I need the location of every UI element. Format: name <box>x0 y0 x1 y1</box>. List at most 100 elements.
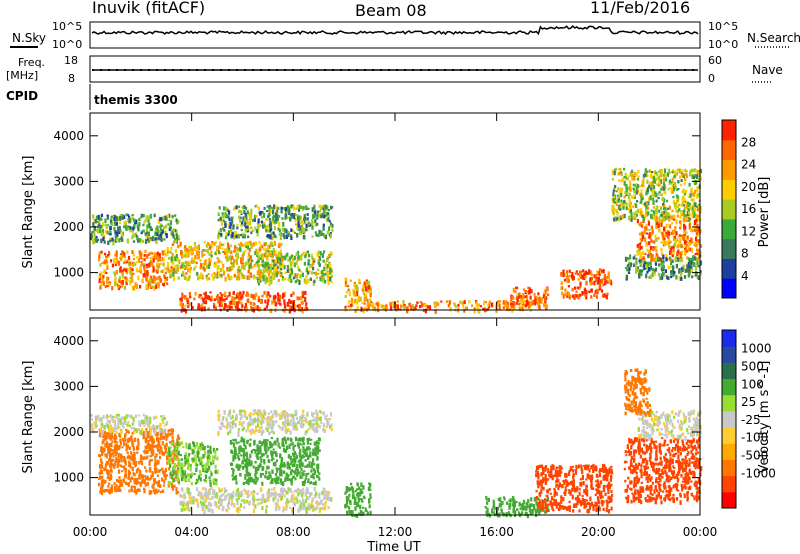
nsearch-tick-bottom: 10^0 <box>708 38 738 51</box>
power-cell <box>156 268 159 272</box>
velocity-cell <box>156 444 159 449</box>
velocity-cell <box>129 466 132 469</box>
power-cell <box>661 276 664 280</box>
power-cell <box>125 260 128 264</box>
power-cell <box>131 229 134 233</box>
velocity-cell <box>259 430 262 433</box>
power-cell <box>92 214 95 219</box>
velocity-cell <box>140 454 143 459</box>
power-cell <box>179 265 182 269</box>
power-cell <box>264 270 268 273</box>
power-cell <box>257 226 260 231</box>
velocity-cell <box>100 481 103 485</box>
power-cell <box>642 177 645 180</box>
power-cell <box>585 270 588 275</box>
velocity-cell <box>121 482 124 487</box>
power-cell <box>147 285 150 290</box>
power-cell <box>221 212 224 217</box>
power-cell <box>350 302 353 305</box>
velocity-cell <box>170 452 173 455</box>
velocity-cell <box>253 478 256 484</box>
power-cell <box>575 294 578 298</box>
power-cell <box>542 291 546 295</box>
power-cell <box>382 306 385 310</box>
power-cell <box>118 238 121 243</box>
power-cell <box>511 295 514 300</box>
velocity-cell <box>304 459 307 462</box>
power-cell <box>658 170 661 173</box>
power-cell <box>662 203 665 208</box>
power-cell <box>298 227 301 231</box>
velocity-cell <box>110 484 114 490</box>
velocity-cell <box>310 474 313 479</box>
velocity-cell <box>105 437 108 440</box>
power-cell <box>166 214 169 218</box>
power-cell <box>648 233 651 239</box>
power-cell <box>688 243 691 246</box>
power-cell <box>671 254 674 258</box>
velocity-cell <box>153 490 156 494</box>
velocity-cell <box>104 434 107 439</box>
power-cell <box>158 263 161 268</box>
power-cell <box>216 247 219 250</box>
power-cell <box>496 302 499 306</box>
power-cell <box>646 248 649 252</box>
power-cell <box>655 178 658 181</box>
power-cell <box>275 209 279 212</box>
power-cell <box>202 267 205 270</box>
power-cell <box>260 220 263 224</box>
velocity-cell <box>239 473 242 477</box>
velocity-cell <box>127 482 130 486</box>
power-cell <box>660 223 663 227</box>
power-cell <box>434 305 437 308</box>
power-cell <box>122 268 125 271</box>
power-cell <box>359 296 362 301</box>
power-cell <box>624 256 628 262</box>
power-cell <box>698 205 701 209</box>
power-cell <box>201 250 204 255</box>
velocity-cell <box>277 467 280 471</box>
power-cell <box>688 202 692 205</box>
velocity-cell <box>169 432 172 437</box>
power-cell <box>353 298 356 304</box>
power-cell <box>613 207 616 212</box>
power-cell <box>238 269 241 272</box>
power-cell <box>100 213 103 218</box>
power-cell <box>289 234 293 238</box>
power-cell <box>137 275 140 281</box>
power-cell <box>524 295 527 298</box>
velocity-cell <box>128 438 131 443</box>
power-cell <box>300 219 303 224</box>
power-cell <box>344 305 347 310</box>
velocity-cell <box>199 477 202 482</box>
power-cell <box>563 278 567 282</box>
power-colorbar-tick: 4 <box>741 269 749 283</box>
power-cell <box>274 295 277 299</box>
velocity-cell <box>149 490 152 495</box>
power-cell <box>660 193 663 197</box>
velocity-cell <box>229 439 232 445</box>
velocity-cell <box>176 445 180 449</box>
power-cell <box>518 292 521 297</box>
power-cell <box>255 215 258 218</box>
power-cell <box>149 213 152 219</box>
power-cell <box>544 289 547 294</box>
power-cell <box>688 268 691 273</box>
power-cell <box>223 306 226 310</box>
velocity-cell <box>231 478 235 481</box>
power-cell <box>345 290 348 294</box>
velocity-cell <box>183 464 186 467</box>
velocity-cell <box>91 426 94 431</box>
velocity-cell <box>198 474 201 477</box>
velocity-cell <box>133 482 136 485</box>
power-cell <box>279 302 282 306</box>
power-cell <box>571 288 574 292</box>
velocity-cell <box>208 455 211 461</box>
velocity-cell <box>99 454 102 458</box>
power-cell <box>226 247 229 250</box>
power-cell <box>240 233 243 237</box>
power-cell <box>419 305 422 309</box>
power-cell <box>128 262 131 265</box>
power-cell <box>639 252 642 255</box>
velocity-cell <box>307 437 311 441</box>
